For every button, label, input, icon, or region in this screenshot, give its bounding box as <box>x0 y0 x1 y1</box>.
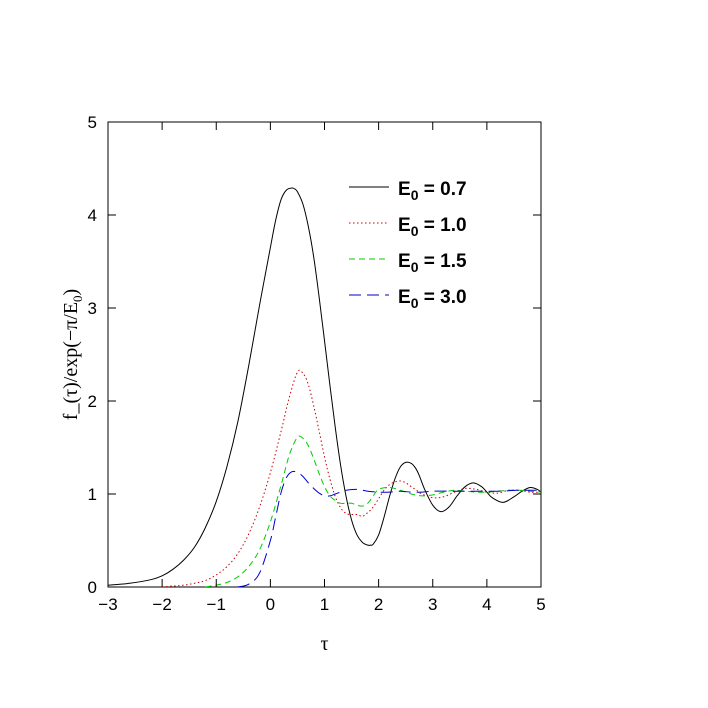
y-tick-label: 4 <box>88 206 97 225</box>
ticks-layer: −3 −2 −1 0 1 2 3 4 5 0 1 2 3 4 5 <box>88 113 546 614</box>
x-tick-label: 5 <box>536 595 545 614</box>
x-tick-label: 2 <box>374 595 383 614</box>
y-tick-label: 1 <box>88 485 97 504</box>
y-tick-label: 5 <box>88 113 97 132</box>
legend-label-3: E0 = 1.5 <box>398 251 467 275</box>
legend: E0 = 0.7 E0 = 1.0 E0 = 1.5 E0 = 3.0 <box>349 179 467 311</box>
y-tick-label: 3 <box>88 299 97 318</box>
x-tick-label: 4 <box>482 595 491 614</box>
x-axis-title: τ <box>320 633 328 655</box>
x-tick-label: 0 <box>266 595 275 614</box>
y-axis-title: f_(τ)/exp(−π/E0) <box>60 289 85 420</box>
y-axis-title-sub: 0 <box>70 295 85 302</box>
y-tick-label: 2 <box>88 392 97 411</box>
x-tick-label: −2 <box>152 595 171 614</box>
legend-label-4: E0 = 3.0 <box>398 287 467 311</box>
series-line-4 <box>237 470 541 587</box>
x-tick-label: −3 <box>98 595 117 614</box>
y-axis-title-end: ) <box>60 289 82 296</box>
series-layer <box>108 187 541 587</box>
y-axis-title-main: f_(τ)/exp(−π/E <box>60 302 82 420</box>
series-line-1 <box>108 187 541 586</box>
x-tick-label: 1 <box>320 595 329 614</box>
series-line-2 <box>162 369 541 587</box>
legend-label-2: E0 = 1.0 <box>398 215 467 239</box>
legend-label-1: E0 = 0.7 <box>398 179 467 203</box>
x-tick-label: −1 <box>207 595 226 614</box>
plot-frame <box>107 121 542 588</box>
x-tick-label: 3 <box>428 595 437 614</box>
y-tick-label: 0 <box>88 578 97 597</box>
series-line-3 <box>205 435 541 587</box>
